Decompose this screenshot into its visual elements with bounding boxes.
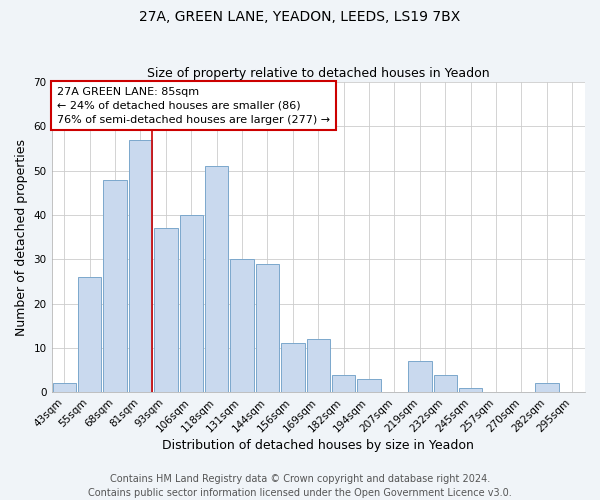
Bar <box>408 361 431 392</box>
Bar <box>281 344 305 392</box>
Bar <box>358 379 381 392</box>
Text: 27A GREEN LANE: 85sqm
← 24% of detached houses are smaller (86)
76% of semi-deta: 27A GREEN LANE: 85sqm ← 24% of detached … <box>57 86 330 124</box>
Bar <box>154 228 178 392</box>
Bar <box>78 277 101 392</box>
Bar <box>307 339 330 392</box>
Text: 27A, GREEN LANE, YEADON, LEEDS, LS19 7BX: 27A, GREEN LANE, YEADON, LEEDS, LS19 7BX <box>139 10 461 24</box>
X-axis label: Distribution of detached houses by size in Yeadon: Distribution of detached houses by size … <box>163 440 474 452</box>
Bar <box>459 388 482 392</box>
Bar <box>179 215 203 392</box>
Bar <box>53 384 76 392</box>
Bar <box>205 166 229 392</box>
Bar <box>129 140 152 392</box>
Title: Size of property relative to detached houses in Yeadon: Size of property relative to detached ho… <box>147 66 490 80</box>
Text: Contains HM Land Registry data © Crown copyright and database right 2024.
Contai: Contains HM Land Registry data © Crown c… <box>88 474 512 498</box>
Bar <box>230 260 254 392</box>
Bar <box>332 374 355 392</box>
Y-axis label: Number of detached properties: Number of detached properties <box>15 138 28 336</box>
Bar <box>434 374 457 392</box>
Bar <box>535 384 559 392</box>
Bar <box>103 180 127 392</box>
Bar <box>256 264 279 392</box>
